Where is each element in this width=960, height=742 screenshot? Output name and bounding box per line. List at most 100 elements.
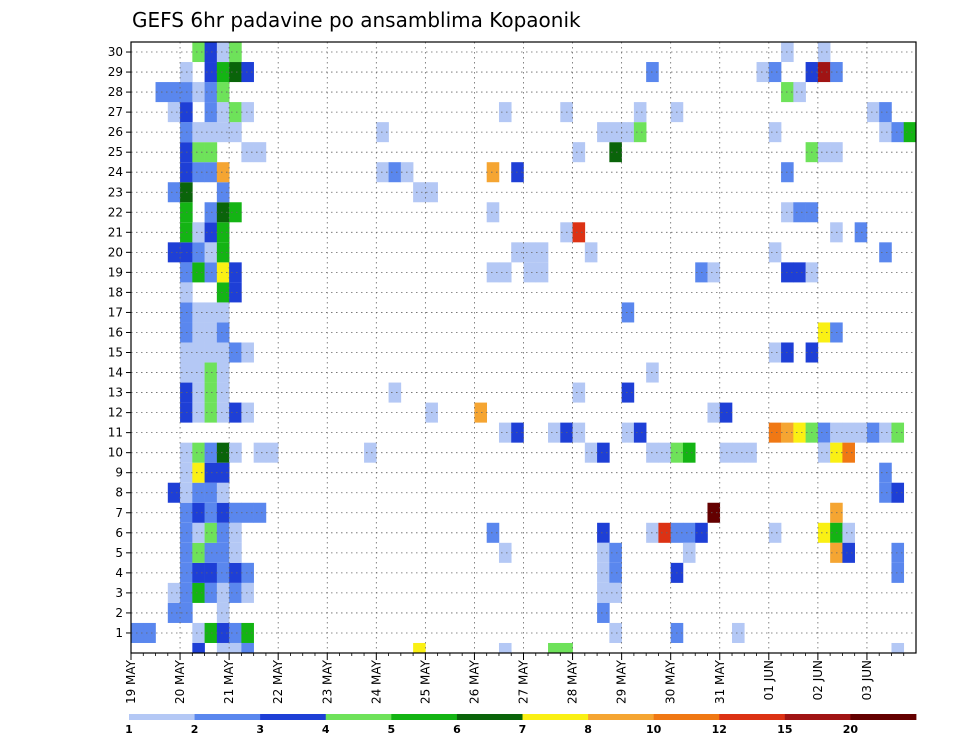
heatmap-cell <box>192 562 205 583</box>
y-tick-label: 29 <box>108 65 123 79</box>
heatmap-cell <box>879 462 892 483</box>
heatmap-cell <box>793 422 806 443</box>
heatmap-cell <box>633 422 647 443</box>
heatmap-cell <box>204 402 218 423</box>
x-tick-label: 02 JUN <box>811 660 825 700</box>
heatmap-cell <box>597 122 610 143</box>
heatmap-cell <box>192 42 205 63</box>
heatmap-cell <box>376 122 389 143</box>
heatmap-cell <box>204 222 218 243</box>
heatmap-cell <box>192 582 205 603</box>
heatmap-cell <box>413 182 426 203</box>
heatmap-cell <box>216 582 230 603</box>
heatmap-cell <box>658 522 671 543</box>
heatmap-cell <box>229 102 242 123</box>
y-tick-label: 7 <box>115 506 123 520</box>
colorbar-segment <box>194 714 261 720</box>
heatmap-cell <box>216 542 230 563</box>
heatmap-cell <box>241 142 254 163</box>
heatmap-cell <box>192 502 205 523</box>
heatmap-cell <box>732 622 745 643</box>
heatmap-cell <box>866 422 880 443</box>
heatmap-cell <box>842 422 855 443</box>
heatmap-cell <box>879 122 892 143</box>
heatmap-cell <box>192 302 205 323</box>
heatmap-cell <box>216 562 230 583</box>
heatmap-cell <box>204 42 218 63</box>
heatmap-cell <box>486 262 500 283</box>
x-tick-label: 03 JUN <box>860 660 874 700</box>
chart-title: GEFS 6hr padavine po ansamblima Kopaonik <box>132 8 581 32</box>
y-tick-label: 16 <box>108 325 123 339</box>
heatmap-cell <box>216 202 230 223</box>
heatmap-cell <box>204 542 218 563</box>
heatmap-cell <box>793 82 806 103</box>
heatmap-cell <box>891 422 905 443</box>
heatmap-cell <box>192 382 205 403</box>
heatmap-cell <box>744 442 757 463</box>
y-tick-label: 20 <box>108 245 123 259</box>
x-tick-label: 19 MAY <box>124 659 138 704</box>
colorbar-label: 4 <box>322 723 330 736</box>
heatmap-cell <box>903 122 917 143</box>
heatmap-cell <box>143 622 156 643</box>
y-tick-label: 25 <box>108 145 123 159</box>
heatmap-cell <box>609 582 622 603</box>
colorbar-label: 6 <box>453 723 461 736</box>
heatmap-cell <box>167 482 181 503</box>
heatmap-cell <box>241 402 254 423</box>
heatmap-cell <box>192 262 205 283</box>
heatmap-cell <box>376 162 389 183</box>
heatmap-cell <box>192 122 205 143</box>
heatmap-cell <box>609 542 622 563</box>
heatmap-cell <box>229 342 242 363</box>
heatmap-cell <box>229 642 242 653</box>
heatmap-cell <box>229 542 242 563</box>
y-tick-label: 10 <box>108 446 123 460</box>
y-tick-label: 8 <box>115 486 123 500</box>
y-tick-label: 9 <box>115 466 123 480</box>
heatmap-cell <box>572 142 586 163</box>
y-tick-label: 19 <box>108 265 123 279</box>
heatmap-cell <box>388 382 402 403</box>
heatmap-cell <box>216 362 230 383</box>
colorbar-segment <box>391 714 458 720</box>
x-tick-label: 25 MAY <box>418 659 432 704</box>
heatmap-cell <box>241 562 254 583</box>
x-tick-label: 29 MAY <box>615 659 629 704</box>
x-tick-label: 28 MAY <box>566 659 580 704</box>
colorbar-label: 15 <box>777 723 792 736</box>
heatmap-cell <box>216 282 230 303</box>
y-tick-label: 13 <box>108 386 123 400</box>
colorbar-segment <box>719 714 786 720</box>
heatmap-cell <box>216 442 230 463</box>
colorbar-label: 10 <box>646 723 662 736</box>
heatmap-cell <box>732 442 745 463</box>
heatmap-cell <box>204 202 218 223</box>
heatmap-cell <box>204 162 218 183</box>
heatmap-cell <box>216 62 230 83</box>
heatmap-cell <box>854 422 868 443</box>
heatmap-cell <box>216 602 230 623</box>
heatmap-cell <box>241 582 254 603</box>
heatmap-cell <box>229 402 242 423</box>
heatmap-cell <box>609 122 622 143</box>
heatmap-cell <box>548 422 561 443</box>
x-tick-label: 31 MAY <box>713 659 727 704</box>
heatmap-cell <box>204 262 218 283</box>
heatmap-cell <box>621 302 635 323</box>
heatmap-cell <box>216 262 230 283</box>
heatmap-cell <box>216 122 230 143</box>
heatmap-cell <box>817 142 831 163</box>
heatmap-cell <box>192 362 205 383</box>
heatmap-cell <box>216 42 230 63</box>
heatmap-cell <box>597 562 610 583</box>
heatmap-cell <box>216 482 230 503</box>
heatmap-cell <box>216 102 230 123</box>
heatmap-cell <box>204 322 218 343</box>
x-axis: 19 MAY 20 MAY 21 MAY 22 MAY 23 MAY 24 MAY 25 M… <box>124 653 905 704</box>
heatmap-cell <box>167 102 181 123</box>
heatmap-cell <box>523 242 537 263</box>
heatmap-cell <box>498 262 512 283</box>
y-tick-label: 5 <box>115 546 123 560</box>
